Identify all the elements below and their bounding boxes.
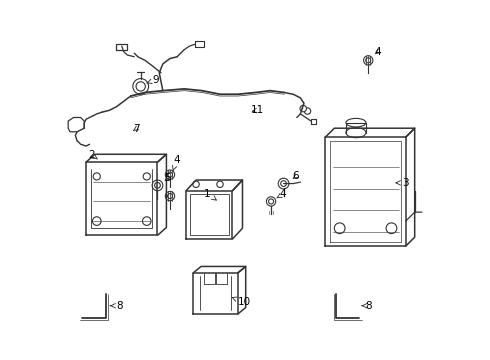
Text: 8: 8: [362, 301, 371, 311]
Circle shape: [168, 172, 172, 177]
Circle shape: [143, 217, 151, 225]
Circle shape: [278, 178, 289, 189]
Circle shape: [304, 108, 311, 114]
Text: 8: 8: [110, 301, 122, 311]
Text: 1: 1: [204, 189, 217, 200]
Circle shape: [165, 170, 174, 179]
Circle shape: [364, 56, 373, 65]
Ellipse shape: [346, 128, 366, 138]
Circle shape: [269, 199, 273, 204]
Circle shape: [93, 217, 101, 225]
Text: 9: 9: [147, 75, 159, 85]
Text: 4: 4: [172, 156, 180, 171]
Text: 11: 11: [251, 105, 264, 115]
Circle shape: [193, 181, 199, 188]
Text: 2: 2: [88, 150, 98, 160]
Text: 3: 3: [396, 178, 409, 188]
Circle shape: [300, 105, 306, 112]
Circle shape: [165, 192, 174, 201]
Circle shape: [143, 173, 150, 180]
Circle shape: [217, 181, 223, 188]
Text: 4: 4: [277, 189, 286, 199]
Circle shape: [366, 58, 371, 63]
Circle shape: [168, 194, 172, 199]
Circle shape: [152, 180, 163, 191]
Text: 7: 7: [133, 124, 139, 134]
Bar: [190, 194, 229, 235]
Ellipse shape: [346, 118, 366, 127]
Circle shape: [136, 82, 146, 91]
Text: 5: 5: [165, 173, 171, 183]
Circle shape: [281, 181, 287, 186]
Circle shape: [386, 223, 397, 234]
Text: 10: 10: [232, 297, 251, 307]
Circle shape: [334, 223, 345, 234]
Circle shape: [93, 173, 100, 180]
Circle shape: [155, 183, 160, 188]
Text: 4: 4: [374, 47, 381, 57]
Circle shape: [133, 78, 148, 94]
Circle shape: [267, 197, 276, 206]
Text: 6: 6: [293, 171, 299, 181]
